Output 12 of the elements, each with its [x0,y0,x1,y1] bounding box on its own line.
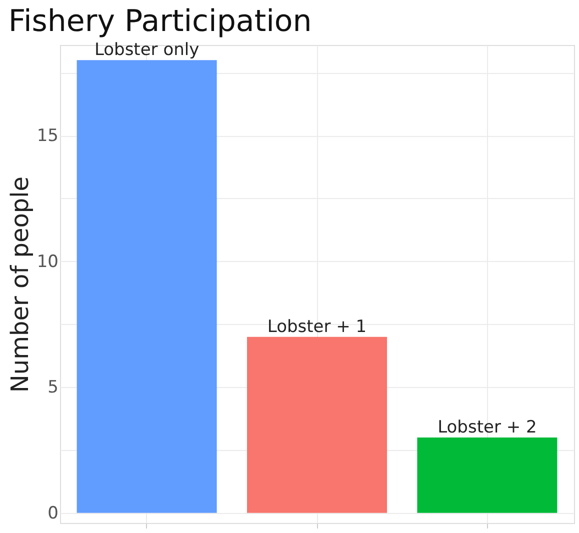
bar [247,336,387,513]
bar [417,437,558,513]
y-tick-label: 10 [36,252,58,272]
x-tick-label: Lobster only [94,40,200,60]
x-tick-label: Lobster + 1 [267,316,367,337]
y-tick-label: 15 [36,126,58,146]
y-axis-title: Number of people [6,176,34,393]
x-tick-label: Lobster + 2 [438,417,537,438]
chart-title: Fishery Participation [8,4,312,40]
bar [76,60,217,513]
y-tick-label: 5 [48,378,58,398]
y-tick-label: 0 [48,503,58,524]
